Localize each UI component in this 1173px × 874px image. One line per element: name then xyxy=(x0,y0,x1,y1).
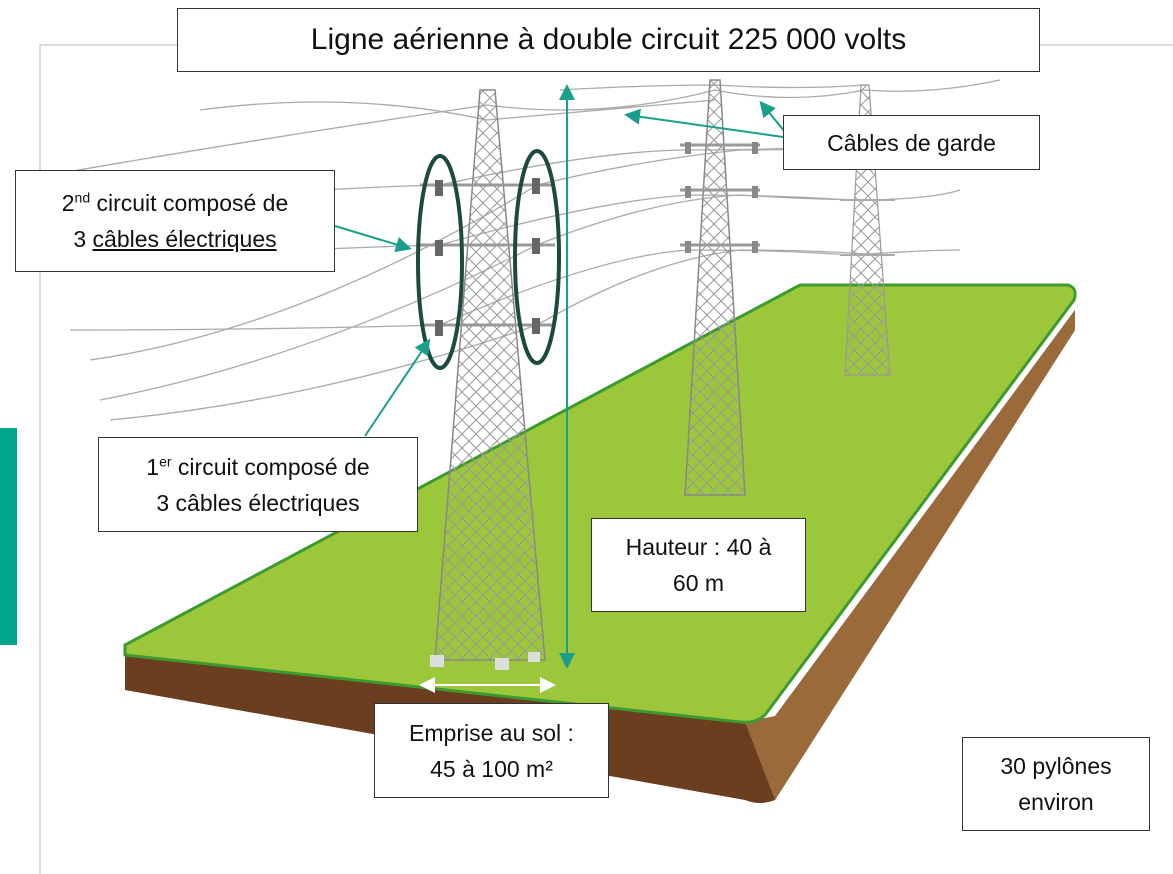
label-box: Hauteur : 40 à 60 m xyxy=(591,518,806,612)
title: Ligne aérienne à double circuit 225 000 … xyxy=(311,22,906,58)
label-box: 1er circuit composé de 3 câbles électriq… xyxy=(98,437,418,532)
label: 3 câbles électriques xyxy=(156,485,359,521)
label: 2 xyxy=(62,190,75,216)
page: Ligne aérienne à double circuit 225 000 … xyxy=(0,0,1173,874)
label: 3 xyxy=(73,226,92,252)
title-box: Ligne aérienne à double circuit 225 000 … xyxy=(177,8,1040,72)
label: 1 xyxy=(146,454,159,480)
label: circuit composé de xyxy=(172,454,370,480)
label-box: 2nd circuit composé de 3 câbles électriq… xyxy=(15,170,335,272)
superscript: er xyxy=(159,453,171,469)
label: Emprise au sol : xyxy=(409,715,574,751)
label: 30 pylônes xyxy=(1000,748,1111,784)
label: câbles électriques xyxy=(93,226,277,252)
label: 45 à 100 m² xyxy=(430,751,553,787)
label: 60 m xyxy=(673,565,724,601)
side-tab xyxy=(0,428,17,645)
label-line: 3 câbles électriques xyxy=(73,221,276,257)
label-box: 30 pylônes environ xyxy=(962,737,1150,831)
label-line: 2nd circuit composé de xyxy=(62,185,289,221)
label-line: 1er circuit composé de xyxy=(146,449,369,485)
label: Câbles de garde xyxy=(827,125,996,161)
label-box: Câbles de garde xyxy=(783,115,1040,170)
label-box: Emprise au sol : 45 à 100 m² xyxy=(374,703,609,798)
label: circuit composé de xyxy=(90,190,288,216)
label: environ xyxy=(1018,784,1093,820)
superscript: nd xyxy=(75,189,91,205)
label: Hauteur : 40 à xyxy=(626,529,772,565)
